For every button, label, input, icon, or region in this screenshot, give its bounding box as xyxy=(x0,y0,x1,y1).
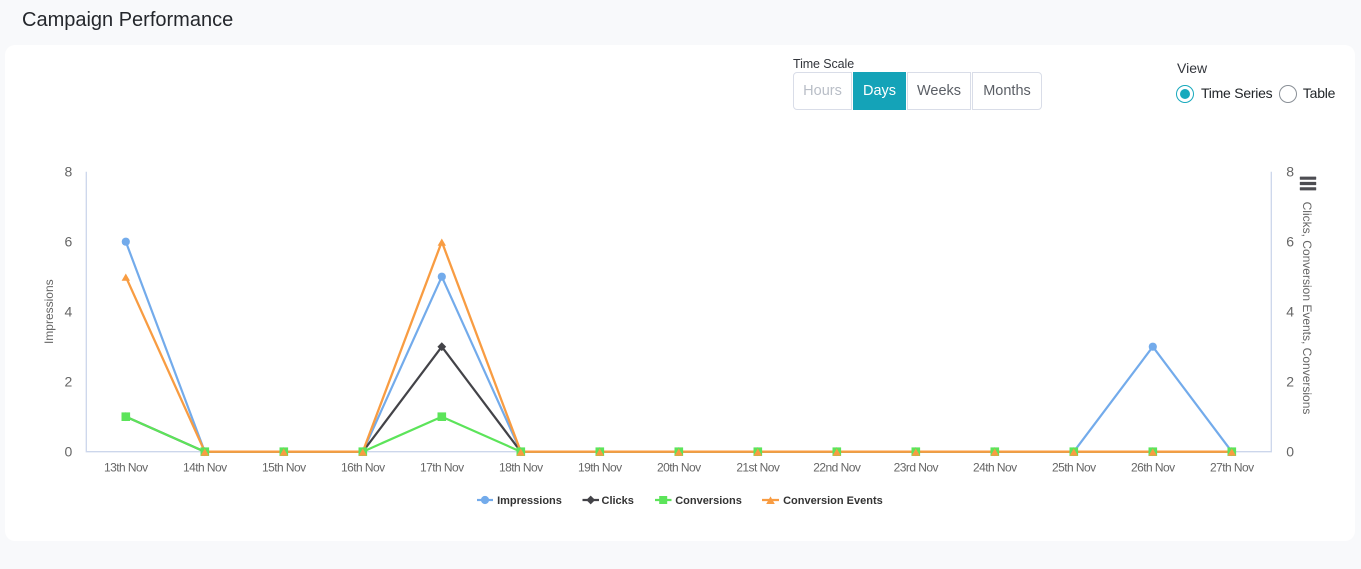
svg-text:27th Nov: 27th Nov xyxy=(1210,460,1254,474)
svg-text:Impressions: Impressions xyxy=(497,495,562,507)
svg-text:Impressions: Impressions xyxy=(42,279,56,344)
svg-text:14th Nov: 14th Nov xyxy=(183,460,227,474)
svg-text:6: 6 xyxy=(65,234,73,250)
svg-text:13th Nov: 13th Nov xyxy=(104,460,148,474)
svg-text:6: 6 xyxy=(1286,234,1294,250)
svg-text:21st Nov: 21st Nov xyxy=(736,460,780,474)
svg-text:25th Nov: 25th Nov xyxy=(1052,460,1096,474)
svg-text:26th Nov: 26th Nov xyxy=(1131,460,1175,474)
svg-text:15th Nov: 15th Nov xyxy=(262,460,306,474)
svg-text:22nd Nov: 22nd Nov xyxy=(813,460,861,474)
svg-text:24th Nov: 24th Nov xyxy=(973,460,1017,474)
svg-text:Conversions: Conversions xyxy=(675,495,742,507)
svg-text:2: 2 xyxy=(1286,374,1294,390)
svg-text:20th Nov: 20th Nov xyxy=(657,460,701,474)
svg-text:0: 0 xyxy=(1286,444,1294,460)
svg-text:4: 4 xyxy=(1286,304,1294,320)
svg-text:Clicks: Clicks xyxy=(602,495,634,507)
svg-text:23rd Nov: 23rd Nov xyxy=(894,460,939,474)
svg-text:0: 0 xyxy=(65,444,73,460)
svg-text:2: 2 xyxy=(65,374,73,390)
svg-text:4: 4 xyxy=(65,304,73,320)
svg-text:18th Nov: 18th Nov xyxy=(499,460,543,474)
svg-text:16th Nov: 16th Nov xyxy=(341,460,385,474)
svg-text:8: 8 xyxy=(65,164,73,180)
svg-text:19th Nov: 19th Nov xyxy=(578,460,622,474)
svg-text:17th Nov: 17th Nov xyxy=(420,460,464,474)
svg-text:Clicks, Conversion Events, Con: Clicks, Conversion Events, Conversions xyxy=(1300,202,1314,415)
svg-text:8: 8 xyxy=(1286,164,1294,180)
svg-text:Conversion Events: Conversion Events xyxy=(783,495,883,507)
